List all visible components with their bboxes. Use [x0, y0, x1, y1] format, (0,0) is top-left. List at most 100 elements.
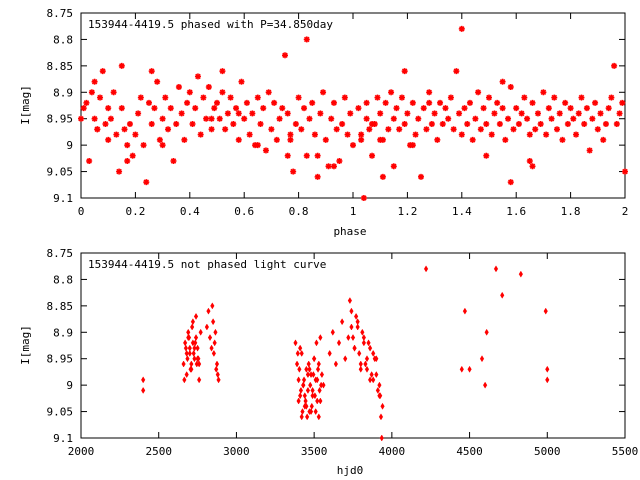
data-point: [208, 126, 215, 133]
plot-title: 153944-4419.5 not phased light curve: [88, 258, 326, 271]
point-stroke: [214, 100, 220, 106]
point-stroke: [219, 89, 226, 96]
data-point: [254, 94, 261, 101]
point-stroke: [227, 94, 234, 101]
data-point: [304, 402, 309, 410]
point-stroke: [268, 126, 275, 133]
point-stroke: [439, 121, 446, 127]
y-tick-label: 8.75: [47, 7, 74, 20]
data-point: [545, 105, 552, 112]
point-stroke: [138, 94, 144, 101]
data-point: [190, 323, 195, 331]
point-stroke: [445, 115, 451, 122]
y-tick-label: 8.85: [47, 300, 74, 313]
point-stroke: [105, 105, 111, 111]
data-point: [204, 323, 209, 331]
data-point: [121, 126, 128, 133]
data-point: [293, 339, 298, 347]
data-point: [377, 110, 384, 117]
data-point: [170, 158, 177, 164]
point-stroke: [116, 168, 122, 175]
data-point: [305, 371, 311, 379]
point-stroke: [513, 105, 519, 111]
data-point: [360, 328, 365, 336]
data-point: [358, 360, 363, 368]
data-point: [529, 99, 536, 106]
point-stroke: [450, 126, 457, 133]
data-point: [404, 110, 411, 117]
point-stroke: [415, 115, 422, 122]
data-point: [219, 68, 226, 75]
data-point: [355, 323, 360, 331]
data-point: [364, 365, 370, 373]
point-stroke: [154, 78, 160, 85]
point-stroke: [216, 115, 223, 122]
point-stroke: [363, 115, 370, 122]
data-point: [203, 115, 210, 122]
point-stroke: [165, 126, 171, 133]
point-stroke: [317, 110, 324, 117]
data-point: [88, 89, 95, 96]
y-tick-label: 8.8: [53, 33, 73, 46]
data-point: [78, 115, 84, 122]
point-stroke: [295, 94, 302, 101]
data-point: [268, 126, 275, 133]
x-tick-label: 2500: [145, 445, 172, 458]
x-tick-label: 1.8: [561, 205, 581, 218]
point-stroke: [388, 89, 394, 96]
point-stroke: [565, 121, 571, 127]
data-point: [208, 115, 215, 122]
data-point: [197, 376, 202, 384]
data-point: [211, 349, 216, 357]
point-stroke: [366, 126, 373, 133]
point-stroke: [559, 137, 566, 143]
x-tick-label: 3000: [223, 445, 250, 458]
data-point: [86, 158, 93, 164]
data-point: [333, 360, 338, 368]
data-point: [300, 408, 305, 416]
point-stroke: [102, 121, 109, 127]
point-stroke: [178, 110, 185, 117]
y-tick-label: 8.75: [47, 247, 74, 260]
point-stroke: [434, 137, 441, 143]
point-stroke: [159, 142, 166, 148]
data-point: [583, 105, 590, 112]
x-tick-label: 2: [622, 205, 629, 218]
data-point: [194, 73, 201, 80]
data-point: [186, 89, 193, 96]
data-point: [175, 84, 182, 90]
point-stroke: [608, 94, 615, 101]
point-stroke: [478, 126, 484, 133]
point-stroke: [83, 100, 90, 106]
point-stroke: [527, 158, 533, 164]
data-point: [613, 121, 620, 127]
data-point: [330, 163, 337, 170]
data-point: [314, 339, 319, 347]
data-point: [295, 349, 300, 357]
point-stroke: [488, 131, 495, 138]
point-stroke: [592, 100, 598, 106]
point-stroke: [119, 63, 125, 69]
data-point: [371, 376, 376, 384]
point-stroke: [575, 110, 582, 117]
point-stroke: [516, 121, 522, 127]
data-point: [304, 365, 309, 373]
data-point: [184, 349, 189, 357]
data-point: [532, 126, 539, 133]
point-stroke: [314, 174, 321, 180]
point-stroke: [603, 121, 609, 127]
data-point: [480, 105, 487, 112]
point-stroke: [385, 126, 392, 133]
point-stroke: [129, 152, 136, 159]
data-point: [507, 84, 514, 90]
data-point: [343, 355, 348, 363]
point-stroke: [176, 84, 182, 90]
point-stroke: [333, 126, 340, 133]
data-point: [484, 328, 489, 336]
data-point: [361, 334, 366, 342]
data-point: [200, 94, 207, 101]
point-stroke: [595, 126, 601, 133]
point-stroke: [284, 152, 291, 159]
point-stroke: [616, 110, 623, 117]
point-stroke: [181, 137, 188, 143]
